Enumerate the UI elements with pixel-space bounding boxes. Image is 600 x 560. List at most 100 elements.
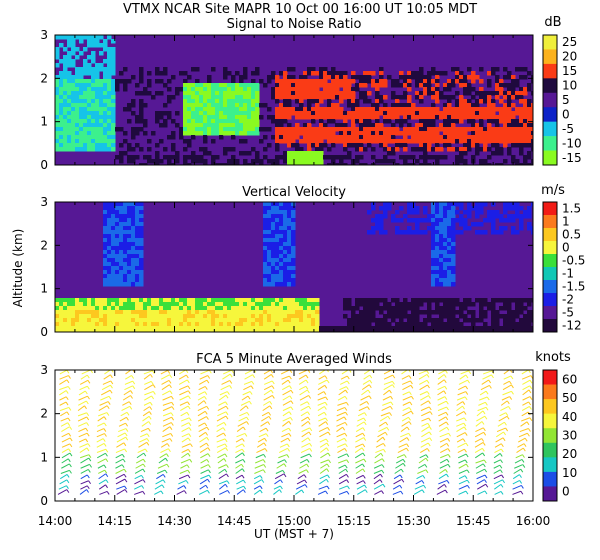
wind-barb bbox=[108, 396, 112, 400]
heatmap-cell bbox=[491, 326, 496, 331]
heatmap-cell bbox=[431, 127, 436, 132]
wind-barb bbox=[236, 485, 244, 490]
heatmap-cell bbox=[327, 75, 332, 80]
heatmap-cell bbox=[99, 298, 104, 303]
wind-barb bbox=[401, 370, 409, 375]
heatmap-cell bbox=[115, 242, 120, 247]
wind-barb bbox=[149, 406, 153, 410]
wind-barb bbox=[187, 453, 191, 457]
heatmap-cell bbox=[263, 274, 268, 279]
heatmap-cell bbox=[115, 310, 120, 315]
heatmap-cell bbox=[191, 314, 196, 319]
heatmap-cell bbox=[243, 159, 248, 164]
heatmap-cell bbox=[131, 250, 136, 255]
heatmap-cell bbox=[83, 131, 88, 136]
wind-barb bbox=[373, 479, 381, 485]
heatmap-cell bbox=[331, 71, 336, 76]
heatmap-cell bbox=[523, 111, 528, 116]
heatmap-cell bbox=[183, 302, 188, 307]
wind-barb bbox=[301, 442, 310, 448]
heatmap-cell bbox=[223, 75, 228, 80]
heatmap-cell bbox=[67, 330, 72, 332]
heatmap-cell bbox=[91, 306, 96, 311]
heatmap-cell bbox=[383, 159, 388, 164]
wind-barb bbox=[325, 421, 329, 425]
wind-barb bbox=[501, 474, 505, 479]
wind-barb bbox=[86, 432, 90, 437]
heatmap-cell bbox=[451, 238, 456, 243]
heatmap-cell bbox=[219, 330, 224, 332]
wind-barb bbox=[181, 443, 191, 448]
wind-barb bbox=[169, 384, 172, 389]
wind-barb bbox=[493, 464, 501, 469]
heatmap-cell bbox=[295, 135, 300, 140]
wind-barb bbox=[355, 432, 363, 438]
heatmap-cell bbox=[355, 131, 360, 136]
heatmap-cell bbox=[263, 306, 268, 311]
heatmap-cell bbox=[379, 322, 384, 327]
heatmap-cell bbox=[347, 330, 352, 332]
heatmap-cell bbox=[143, 163, 148, 165]
heatmap-cell bbox=[503, 103, 508, 108]
wind-barb bbox=[89, 464, 92, 468]
heatmap-cell bbox=[427, 302, 432, 307]
heatmap-cell bbox=[219, 163, 224, 165]
heatmap-cell bbox=[479, 95, 484, 100]
heatmap-cell bbox=[383, 95, 388, 100]
heatmap-cell bbox=[67, 147, 72, 152]
wind-barb bbox=[223, 422, 227, 426]
wind-barb bbox=[458, 490, 467, 495]
heatmap-cell bbox=[183, 322, 188, 327]
heatmap-cell bbox=[443, 314, 448, 319]
heatmap-cell bbox=[267, 274, 272, 279]
wind-barb bbox=[382, 401, 392, 406]
wind-barb bbox=[336, 443, 346, 448]
heatmap-cell bbox=[295, 107, 300, 112]
heatmap-cell bbox=[103, 278, 108, 283]
heatmap-cell bbox=[483, 127, 488, 132]
heatmap-cell bbox=[99, 99, 104, 104]
heatmap-cell bbox=[343, 127, 348, 132]
heatmap-cell bbox=[67, 127, 72, 132]
heatmap-cell bbox=[319, 67, 324, 72]
wind-barb bbox=[121, 454, 125, 458]
wind-barb bbox=[267, 421, 271, 425]
heatmap-cell bbox=[107, 95, 112, 100]
wind-barb bbox=[357, 489, 366, 495]
heatmap-cell bbox=[183, 314, 188, 319]
heatmap-cell bbox=[319, 147, 324, 152]
heatmap-cell bbox=[303, 306, 308, 311]
heatmap-cell bbox=[435, 262, 440, 267]
wind-barb bbox=[301, 420, 309, 427]
wind-barb bbox=[428, 431, 432, 436]
heatmap-cell bbox=[115, 238, 120, 243]
heatmap-cell bbox=[283, 234, 288, 239]
heatmap-cell bbox=[115, 258, 120, 263]
heatmap-cell bbox=[427, 318, 432, 323]
wind-barb bbox=[477, 490, 486, 495]
heatmap-cell bbox=[347, 302, 352, 307]
heatmap-cell bbox=[395, 302, 400, 307]
heatmap-cell bbox=[367, 107, 372, 112]
heatmap-cell bbox=[279, 326, 284, 331]
heatmap-cell bbox=[411, 218, 416, 223]
wind-barb bbox=[381, 490, 384, 494]
heatmap-cell bbox=[515, 91, 520, 96]
heatmap-cell bbox=[135, 322, 140, 327]
heatmap-cell bbox=[483, 95, 488, 100]
heatmap-cell bbox=[63, 330, 68, 332]
wind-barb bbox=[336, 416, 345, 422]
wind-barb bbox=[239, 411, 248, 417]
heatmap-cell bbox=[403, 147, 408, 152]
heatmap-cell bbox=[207, 87, 212, 92]
heatmap-cell bbox=[363, 147, 368, 152]
wind-barb bbox=[499, 453, 503, 457]
heatmap-cell bbox=[327, 139, 332, 144]
heatmap-cell bbox=[283, 238, 288, 243]
heatmap-cell bbox=[231, 107, 236, 112]
heatmap-cell bbox=[63, 59, 68, 64]
heatmap-cell bbox=[75, 111, 80, 116]
wind-barb bbox=[203, 400, 207, 404]
heatmap-cell bbox=[343, 83, 348, 88]
heatmap-cell bbox=[531, 131, 533, 136]
